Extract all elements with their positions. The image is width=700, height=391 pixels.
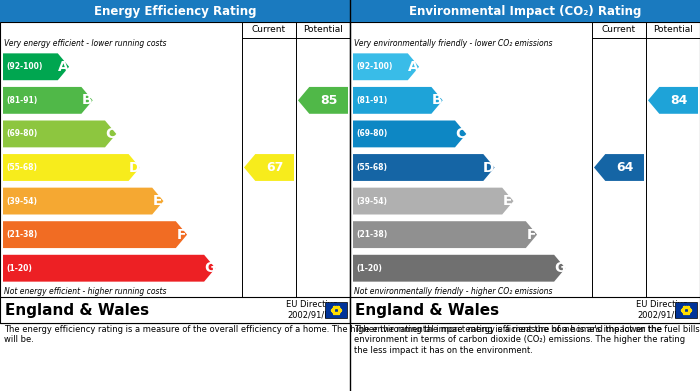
- Bar: [0, 297, 350, 323]
- Text: (81-91): (81-91): [6, 96, 37, 105]
- Text: E: E: [153, 194, 162, 208]
- Bar: [675, 302, 697, 318]
- Text: (39-54): (39-54): [6, 197, 37, 206]
- Bar: [350, 22, 700, 323]
- Text: Not energy efficient - higher running costs: Not energy efficient - higher running co…: [4, 287, 167, 296]
- Polygon shape: [3, 154, 140, 181]
- Polygon shape: [3, 255, 216, 282]
- Text: EU Directive
2002/91/EC: EU Directive 2002/91/EC: [636, 300, 688, 320]
- Text: Very environmentally friendly - lower CO₂ emissions: Very environmentally friendly - lower CO…: [354, 39, 552, 48]
- Bar: [0, 22, 350, 323]
- Polygon shape: [3, 221, 187, 248]
- Polygon shape: [353, 87, 442, 114]
- Text: F: F: [176, 228, 186, 242]
- Polygon shape: [3, 188, 164, 215]
- Polygon shape: [353, 53, 419, 80]
- Polygon shape: [244, 154, 294, 181]
- Text: Current: Current: [252, 25, 286, 34]
- Text: (69-80): (69-80): [6, 129, 37, 138]
- Text: The environmental impact rating is a measure of a home's impact on the environme: The environmental impact rating is a mea…: [354, 325, 685, 355]
- Bar: [350, 0, 700, 22]
- Text: G: G: [554, 261, 566, 275]
- Polygon shape: [353, 221, 537, 248]
- Text: Environmental Impact (CO₂) Rating: Environmental Impact (CO₂) Rating: [409, 5, 641, 18]
- Text: (69-80): (69-80): [356, 129, 387, 138]
- Text: (92-100): (92-100): [6, 62, 43, 71]
- Bar: [0, 0, 350, 22]
- Text: A: A: [58, 60, 69, 74]
- Text: Very energy efficient - lower running costs: Very energy efficient - lower running co…: [4, 39, 167, 48]
- Polygon shape: [298, 87, 348, 114]
- Text: (21-38): (21-38): [6, 230, 37, 239]
- Text: D: D: [129, 160, 140, 174]
- Text: 67: 67: [266, 161, 284, 174]
- Polygon shape: [353, 188, 514, 215]
- Text: 84: 84: [670, 94, 687, 107]
- Text: (92-100): (92-100): [356, 62, 393, 71]
- Text: C: C: [106, 127, 116, 141]
- Text: The energy efficiency rating is a measure of the overall efficiency of a home. T: The energy efficiency rating is a measur…: [4, 325, 700, 344]
- Text: England & Wales: England & Wales: [5, 303, 149, 317]
- Polygon shape: [353, 255, 566, 282]
- Text: (1-20): (1-20): [6, 264, 32, 273]
- Text: England & Wales: England & Wales: [355, 303, 499, 317]
- Text: Current: Current: [602, 25, 636, 34]
- Polygon shape: [3, 53, 69, 80]
- Text: C: C: [456, 127, 466, 141]
- Text: B: B: [82, 93, 92, 108]
- Text: (1-20): (1-20): [356, 264, 382, 273]
- Text: 64: 64: [616, 161, 634, 174]
- Text: Not environmentally friendly - higher CO₂ emissions: Not environmentally friendly - higher CO…: [354, 287, 552, 296]
- Text: G: G: [204, 261, 216, 275]
- Text: B: B: [432, 93, 442, 108]
- Polygon shape: [594, 154, 644, 181]
- Bar: [325, 302, 347, 318]
- Text: (21-38): (21-38): [356, 230, 387, 239]
- Text: EU Directive
2002/91/EC: EU Directive 2002/91/EC: [286, 300, 338, 320]
- Text: D: D: [483, 160, 495, 174]
- Text: A: A: [408, 60, 419, 74]
- Text: 85: 85: [320, 94, 337, 107]
- Polygon shape: [648, 87, 698, 114]
- Bar: [350, 297, 700, 323]
- Text: (39-54): (39-54): [356, 197, 387, 206]
- Text: (55-68): (55-68): [6, 163, 37, 172]
- Polygon shape: [3, 120, 116, 147]
- Text: (81-91): (81-91): [356, 96, 387, 105]
- Polygon shape: [3, 87, 92, 114]
- Text: (55-68): (55-68): [356, 163, 387, 172]
- Polygon shape: [353, 120, 466, 147]
- Text: F: F: [526, 228, 536, 242]
- Text: Energy Efficiency Rating: Energy Efficiency Rating: [94, 5, 256, 18]
- Polygon shape: [353, 154, 495, 181]
- Text: Potential: Potential: [653, 25, 693, 34]
- Text: E: E: [503, 194, 512, 208]
- Text: Potential: Potential: [303, 25, 343, 34]
